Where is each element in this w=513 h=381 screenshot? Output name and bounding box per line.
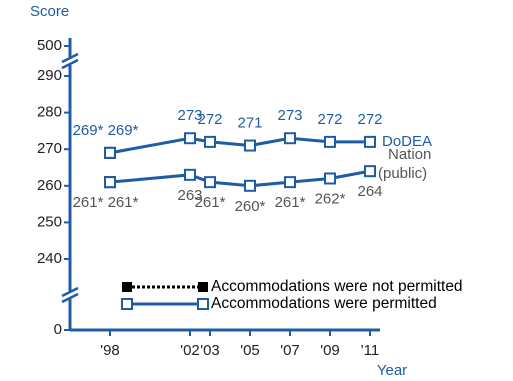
marker xyxy=(244,139,256,152)
y-tick-label: 240 xyxy=(37,250,62,267)
value-label: 261* xyxy=(73,194,104,211)
marker xyxy=(104,176,116,189)
value-label: 269* xyxy=(73,122,104,139)
legend-marker xyxy=(197,298,209,310)
marker xyxy=(244,179,256,192)
marker xyxy=(364,135,376,148)
y-tick-label: 280 xyxy=(37,104,62,121)
value-label: 264 xyxy=(357,183,382,200)
x-tick-label: '09 xyxy=(320,342,340,359)
value-label: 271 xyxy=(237,115,262,132)
series-label: Nation xyxy=(388,146,431,163)
legend-marker xyxy=(122,282,132,292)
x-tick-label: '05 xyxy=(240,342,260,359)
y-tick-label: 270 xyxy=(37,140,62,157)
y-tick-label: 500 xyxy=(37,37,62,54)
marker xyxy=(204,176,216,189)
x-tick-label: '98 xyxy=(100,342,120,359)
value-label: 260* xyxy=(235,198,266,215)
axis-break-mark xyxy=(61,292,79,304)
marker xyxy=(324,172,336,185)
x-tick-label: '02 xyxy=(180,342,200,359)
x-axis-label: Year xyxy=(377,362,407,379)
y-tick-label: 250 xyxy=(37,213,62,230)
axis-break xyxy=(62,57,78,65)
value-label: 262* xyxy=(315,190,346,207)
marker xyxy=(284,176,296,189)
y-tick-label: 0 xyxy=(54,321,62,338)
value-label: 261* xyxy=(275,194,306,211)
value-label: 272 xyxy=(197,111,222,128)
y-tick-label: 260 xyxy=(37,177,62,194)
value-label: 272 xyxy=(317,111,342,128)
marker xyxy=(324,135,336,148)
axis-break-mark xyxy=(61,58,79,70)
marker xyxy=(364,165,376,178)
axis-break xyxy=(62,291,78,299)
value-label: 273 xyxy=(177,107,202,124)
y-axis-label: Score xyxy=(30,3,69,20)
x-tick-label: '11 xyxy=(361,342,379,359)
marker xyxy=(284,132,296,145)
marker xyxy=(184,132,196,145)
marker xyxy=(204,135,216,148)
series-label: DoDEA xyxy=(382,133,432,150)
value-label: 273 xyxy=(277,107,302,124)
value-label: 269* xyxy=(108,122,139,139)
legend-label: Accommodations were not permitted xyxy=(211,278,463,295)
axis-break-mark xyxy=(61,286,79,298)
value-label: 261* xyxy=(108,194,139,211)
value-label: 263 xyxy=(177,187,202,204)
series-label: (public) xyxy=(378,165,427,182)
y-tick-label: 290 xyxy=(37,67,62,84)
legend-marker xyxy=(198,282,208,292)
x-tick-label: '03 xyxy=(200,342,220,359)
axis-break-mark xyxy=(61,52,79,64)
value-label: 261* xyxy=(195,194,226,211)
legend-label: Accommodations were permitted xyxy=(211,295,437,312)
x-tick-label: '07 xyxy=(280,342,300,359)
value-label: 272 xyxy=(357,111,382,128)
marker xyxy=(104,146,116,159)
legend-marker xyxy=(121,298,133,310)
marker xyxy=(184,168,196,181)
